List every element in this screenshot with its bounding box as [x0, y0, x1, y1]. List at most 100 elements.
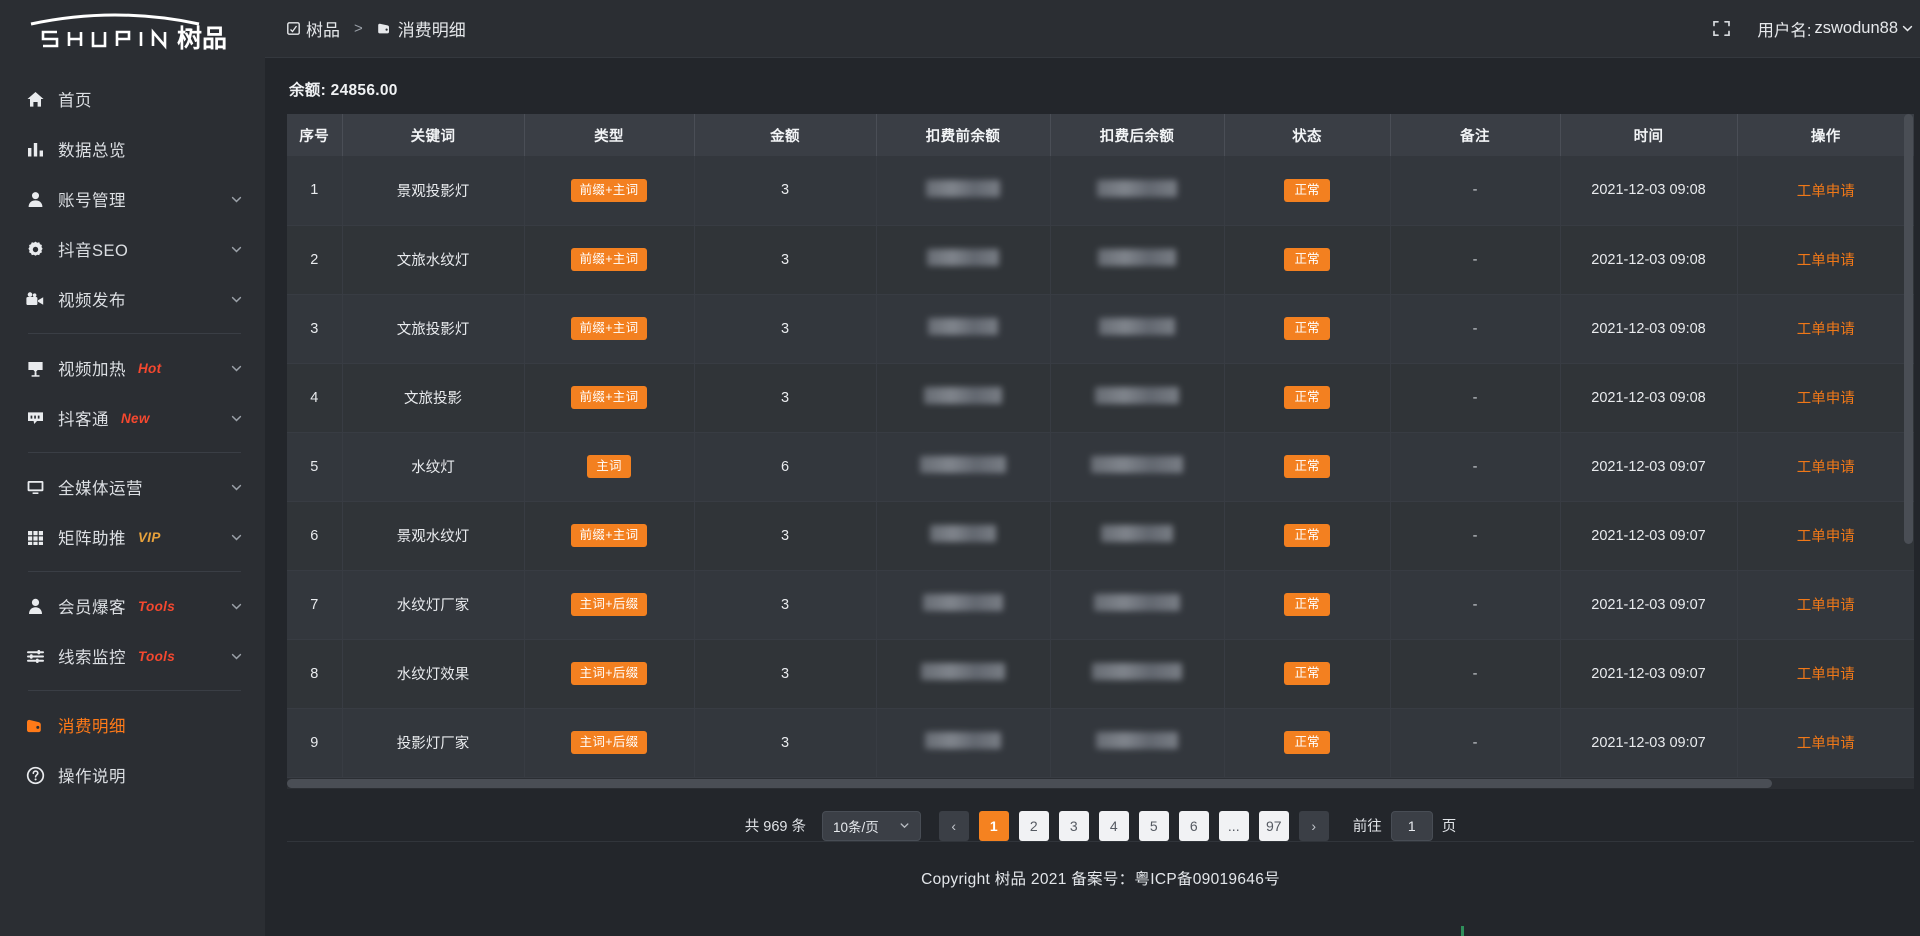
cell-action-value[interactable]: 工单申请 — [1796, 253, 1855, 269]
cell-remark: - — [1390, 363, 1561, 433]
table-vertical-scroll-thumb[interactable] — [1904, 114, 1913, 544]
pagination-goto-label: 前往 — [1352, 819, 1382, 835]
topbar: 树品 > 消费明细 — [265, 0, 1920, 58]
sidebar-item-3[interactable]: 抖音SEO — [0, 224, 265, 274]
cell-action-value[interactable]: 工单申请 — [1796, 183, 1855, 200]
page-size-select[interactable]: 10条/页 — [821, 810, 921, 841]
cell-balance-before-redacted — [923, 594, 1003, 611]
cell-status: 正常 — [1224, 708, 1391, 778]
sidebar-item-label: 首页 — [58, 92, 92, 110]
cell-action: 工单申请 — [1737, 639, 1914, 709]
pagination-prev-button[interactable]: ‹ — [938, 810, 969, 841]
cell-action-value[interactable]: 工单申请 — [1796, 598, 1855, 614]
pagination-page-5[interactable]: 5 — [1138, 810, 1169, 841]
table-header-row: 序号 关键词 类型 金额 扣费前余额 扣费后余额 状态 备注 时间 操作 — [287, 114, 1914, 156]
user-menu[interactable]: 用户名: zswodun88 — [1757, 17, 1914, 41]
pagination-goto-input[interactable] — [1390, 810, 1433, 841]
breadcrumb-item-root[interactable]: 树品 — [287, 16, 340, 41]
cell-remark: - — [1390, 501, 1561, 571]
cell-keyword: 文旅投影 — [342, 363, 525, 433]
sidebar-item-1[interactable]: 数据总览 — [0, 124, 265, 174]
pagination-page-97[interactable]: 97 — [1258, 810, 1289, 841]
table-column-header: 关键词 — [342, 114, 525, 156]
table-column-header: 扣费后余额 — [1050, 114, 1225, 156]
brand-logo[interactable]: 树品 — [0, 0, 265, 60]
balance-value: 24856.00 — [330, 82, 398, 99]
sidebar-item-9[interactable]: 会员爆客 Tools — [0, 581, 265, 631]
table-column-header: 备注 — [1390, 114, 1561, 156]
cell-action-value[interactable]: 工单申请 — [1796, 529, 1855, 545]
sidebar-item-label: 抖音SEO — [58, 242, 129, 260]
sidebar-item-11[interactable]: 消费明细 — [0, 700, 265, 750]
table-row: 3 文旅投影灯 前缀+主词 3 正常 -2021-12-03 09:08 工单申请 — [287, 294, 1914, 364]
cell-balance-after — [1050, 225, 1225, 295]
cell-balance-before-redacted — [926, 179, 1000, 197]
pagination-next-button[interactable]: › — [1298, 810, 1329, 841]
cell-status-value: 正常 — [1284, 731, 1330, 754]
sidebar-item-4[interactable]: 视频发布 — [0, 274, 265, 324]
gear-icon — [24, 238, 46, 260]
sidebar-divider — [28, 452, 241, 453]
table-row: 6 景观水纹灯 前缀+主词 3 正常 - 2021-12-03 09:07 工单申请 — [287, 501, 1914, 571]
pagination-page-4[interactable]: 4 — [1098, 810, 1129, 841]
cell-balance-after — [1050, 156, 1225, 226]
pagination-total: 共 969 条 — [744, 819, 806, 835]
cell-balance-before — [876, 294, 1051, 364]
sidebar-item-7[interactable]: 全媒体运营 — [0, 462, 265, 512]
sidebar-item-10[interactable]: 线索监控 Tools — [0, 631, 265, 681]
pagination-page-2[interactable]: 2 — [1018, 810, 1049, 841]
table-horizontal-scrollbar[interactable] — [287, 777, 1914, 789]
cell-amount: 3 — [694, 294, 877, 364]
cell-balance-after-redacted — [1099, 318, 1175, 335]
pagination-pages: 1 2 3 4 5 6... 97 — [978, 810, 1289, 841]
user-solid-icon — [24, 595, 46, 617]
cell-action-value[interactable]: 工单申请 — [1796, 667, 1855, 683]
cell-status-value: 正常 — [1284, 524, 1330, 547]
fullscreen-icon[interactable] — [1712, 19, 1731, 38]
sidebar-item-2[interactable]: 账号管理 — [0, 174, 265, 224]
cell-remark-value: - — [1472, 389, 1478, 406]
user-label: 用户名: — [1757, 21, 1812, 40]
cell-index: 6 — [287, 501, 343, 571]
pagination-page-...[interactable]: ... — [1218, 810, 1249, 841]
cell-amount: 6 — [694, 432, 877, 502]
cell-time: 2021-12-03 09:08 — [1560, 294, 1738, 364]
pagination-page-3[interactable]: 3 — [1058, 810, 1089, 841]
sidebar-item-12[interactable]: 操作说明 — [0, 750, 265, 800]
cell-type-value: 前缀+主词 — [570, 524, 648, 547]
cell-status: 正常 — [1224, 156, 1391, 226]
breadcrumb-item-current[interactable]: 消费明细 — [377, 16, 466, 41]
cell-amount: 3 — [694, 363, 877, 433]
cell-keyword: 投影灯厂家 — [342, 708, 525, 778]
cell-time: 2021-12-03 09:07 — [1560, 708, 1738, 778]
sidebar-item-8[interactable]: 矩阵助推 VIP — [0, 512, 265, 562]
table-row: 9 投影灯厂家 主词+后缀 3 正常 - 2021-12-03 09:07 工单申请 — [287, 708, 1914, 778]
sidebar-item-0[interactable]: 首页 — [0, 74, 265, 124]
pagination-page-6[interactable]: 6 — [1178, 810, 1209, 841]
cell-action-value[interactable]: 工单申请 — [1796, 391, 1855, 407]
cell-time: 2021-12-03 09:07 — [1560, 501, 1738, 571]
cell-balance-after-redacted — [1098, 249, 1176, 266]
cell-action-value[interactable]: 工单申请 — [1796, 460, 1855, 476]
cell-action-value[interactable]: 工单申请 — [1796, 322, 1855, 338]
cell-time: 2021-12-03 09:07 — [1560, 432, 1738, 502]
sliders-icon — [24, 645, 46, 667]
table-vertical-scrollbar[interactable] — [1903, 114, 1914, 778]
consumption-table: 序号 关键词 类型 金额 扣费前余额 扣费后余额 状态 备注 时间 操作 1 景观投影灯 前缀+主词 3… — [287, 114, 1914, 778]
cell-type: 主词+后缀 — [524, 708, 695, 778]
cell-action: 工单申请 — [1737, 156, 1914, 226]
table-row: 2 文旅水纹灯 前缀+主词 3 正常 - 2021-12-03 09:08 工单申请 — [287, 225, 1914, 295]
sidebar-item-6[interactable]: 抖客通 New — [0, 393, 265, 443]
table-column-header: 类型 — [524, 114, 695, 156]
bar-chart-icon — [24, 138, 46, 160]
cell-action-value[interactable]: 工单申请 — [1796, 736, 1855, 752]
cell-type-value: 主词+后缀 — [570, 731, 648, 754]
chevron-down-icon — [230, 650, 243, 663]
cell-status-value: 正常 — [1284, 317, 1330, 340]
cell-type-value: 前缀+主词 — [570, 178, 648, 202]
sidebar-item-label: 操作说明 — [58, 768, 126, 786]
sidebar-item-5[interactable]: 视频加热 Hot — [0, 343, 265, 393]
table-horizontal-scroll-thumb[interactable] — [287, 778, 1772, 788]
cell-status-value: 正常 — [1284, 248, 1330, 271]
pagination-page-1[interactable]: 1 — [978, 810, 1009, 841]
